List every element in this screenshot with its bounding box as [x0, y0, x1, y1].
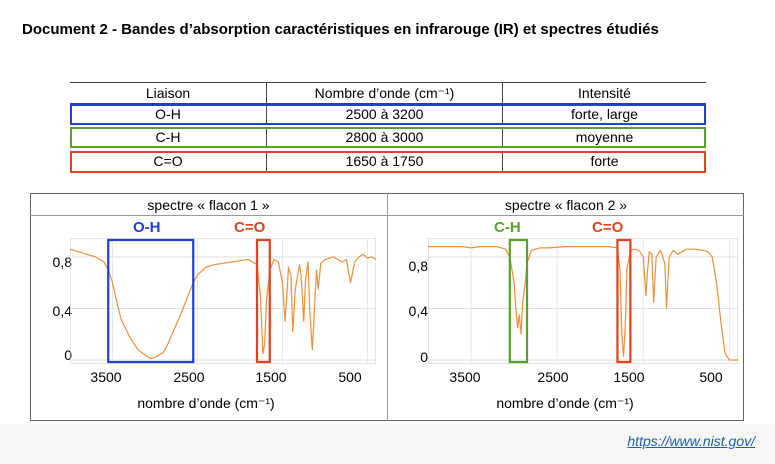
- panel1-mark-co: C=O: [234, 219, 266, 236]
- panel2-mark-co: C=O: [592, 219, 624, 236]
- cell-intensity: forte, large: [502, 104, 706, 125]
- table-row: C-H 2800 à 3000 moyenne: [70, 127, 706, 148]
- p1-ytick: 0: [64, 347, 72, 363]
- p2-ytick: 0,4: [408, 303, 428, 319]
- p2-ytick: 0: [420, 349, 428, 365]
- panel2-title: spectre « flacon 2 »: [504, 197, 628, 213]
- header-bond: Liaison: [70, 83, 266, 104]
- cell-wavenumber: 2500 à 3200: [266, 104, 502, 125]
- p2-xtick: 2500: [537, 369, 569, 385]
- table-row: O-H 2500 à 3200 forte, large: [70, 104, 706, 125]
- footer-strip: [0, 424, 775, 464]
- spectrum-flacon-1-plot: [70, 238, 376, 364]
- p2-ytick: 0,8: [408, 258, 428, 274]
- p1-xtick: 3500: [90, 369, 122, 385]
- spectrum-trace: [428, 246, 738, 361]
- p2-xtick: 500: [699, 369, 723, 385]
- band-box-ch: [508, 238, 529, 364]
- p1-xtick: 1500: [255, 369, 287, 385]
- spectrum-flacon-2-plot: [428, 238, 738, 364]
- document-title: Document 2 - Bandes d’absorption caracté…: [22, 21, 659, 38]
- source-link[interactable]: https://www.nist.gov/: [627, 433, 755, 449]
- spectrum-trace: [70, 248, 376, 360]
- cell-wavenumber: 2800 à 3000: [266, 127, 502, 148]
- p1-xtick: 2500: [173, 369, 205, 385]
- cell-bond: C-H: [155, 129, 181, 145]
- p2-xlabel: nombre d’onde (cm⁻¹): [496, 395, 634, 411]
- p2-xtick: 1500: [613, 369, 645, 385]
- p1-xtick: 500: [338, 369, 362, 385]
- p1-ytick: 0,8: [52, 254, 72, 270]
- p1-ytick: 0,4: [52, 303, 72, 319]
- cell-intensity: moyenne: [502, 127, 706, 148]
- band-box-oh: [107, 238, 195, 364]
- p2-xtick: 3500: [449, 369, 481, 385]
- p1-xlabel: nombre d’onde (cm⁻¹): [137, 395, 275, 411]
- cell-bond: O-H: [155, 106, 181, 122]
- cell-bond: C=O: [153, 153, 183, 169]
- panel1-title: spectre « flacon 1 »: [147, 197, 270, 213]
- header-intensity: Intensité: [502, 83, 706, 104]
- table-row: C=O 1650 à 1750 forte: [70, 151, 706, 173]
- panel2-mark-ch: C-H: [494, 219, 521, 236]
- absorption-table: Liaison Nombre d’onde (cm⁻¹) Intensité O…: [70, 82, 706, 173]
- cell-intensity: forte: [502, 151, 706, 173]
- cell-wavenumber: 1650 à 1750: [266, 151, 502, 173]
- header-wavenumber: Nombre d’onde (cm⁻¹): [266, 83, 502, 104]
- band-box-co: [255, 238, 271, 364]
- table-header-row: Liaison Nombre d’onde (cm⁻¹) Intensité: [70, 82, 706, 104]
- spectra-panel-divider: [387, 193, 388, 421]
- panel1-mark-oh: O-H: [133, 219, 161, 236]
- band-box-co: [616, 238, 632, 364]
